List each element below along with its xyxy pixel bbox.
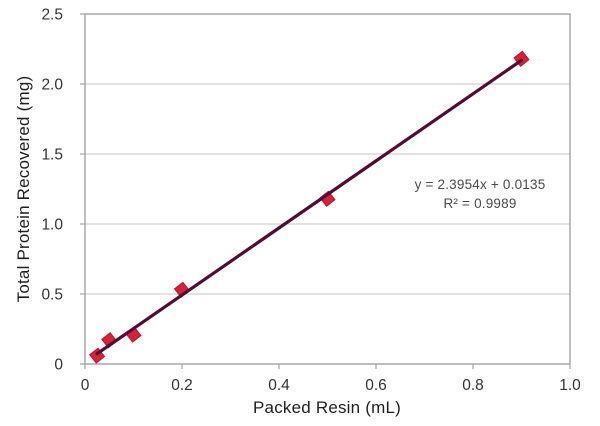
trendline-annotation: y = 2.3954x + 0.0135 R² = 0.9989 bbox=[400, 175, 560, 213]
r-squared-value: R² = 0.9989 bbox=[443, 196, 517, 211]
y-tick-label: 0.5 bbox=[41, 287, 63, 304]
y-tick-label: 2.5 bbox=[41, 7, 63, 24]
y-tick-label: 0 bbox=[54, 357, 63, 374]
x-tick-label: 1.0 bbox=[559, 377, 581, 394]
x-tick-label: 0.8 bbox=[462, 377, 484, 394]
x-tick-label: 0 bbox=[81, 377, 90, 394]
y-axis-title: Total Protein Recovered (mg) bbox=[14, 75, 33, 303]
plot-border bbox=[84, 13, 571, 365]
x-axis-title: Packed Resin (mL) bbox=[253, 398, 401, 417]
y-tick-label: 1.5 bbox=[41, 147, 63, 164]
x-tick-label: 0.6 bbox=[365, 377, 387, 394]
y-tick-label: 1.0 bbox=[41, 217, 63, 234]
y-tick-label: 2.0 bbox=[41, 77, 63, 94]
trendline bbox=[95, 58, 524, 356]
trendline-equation: y = 2.3954x + 0.0135 bbox=[414, 177, 546, 192]
x-tick-label: 0.4 bbox=[268, 377, 290, 394]
x-tick-label: 0.2 bbox=[171, 377, 193, 394]
